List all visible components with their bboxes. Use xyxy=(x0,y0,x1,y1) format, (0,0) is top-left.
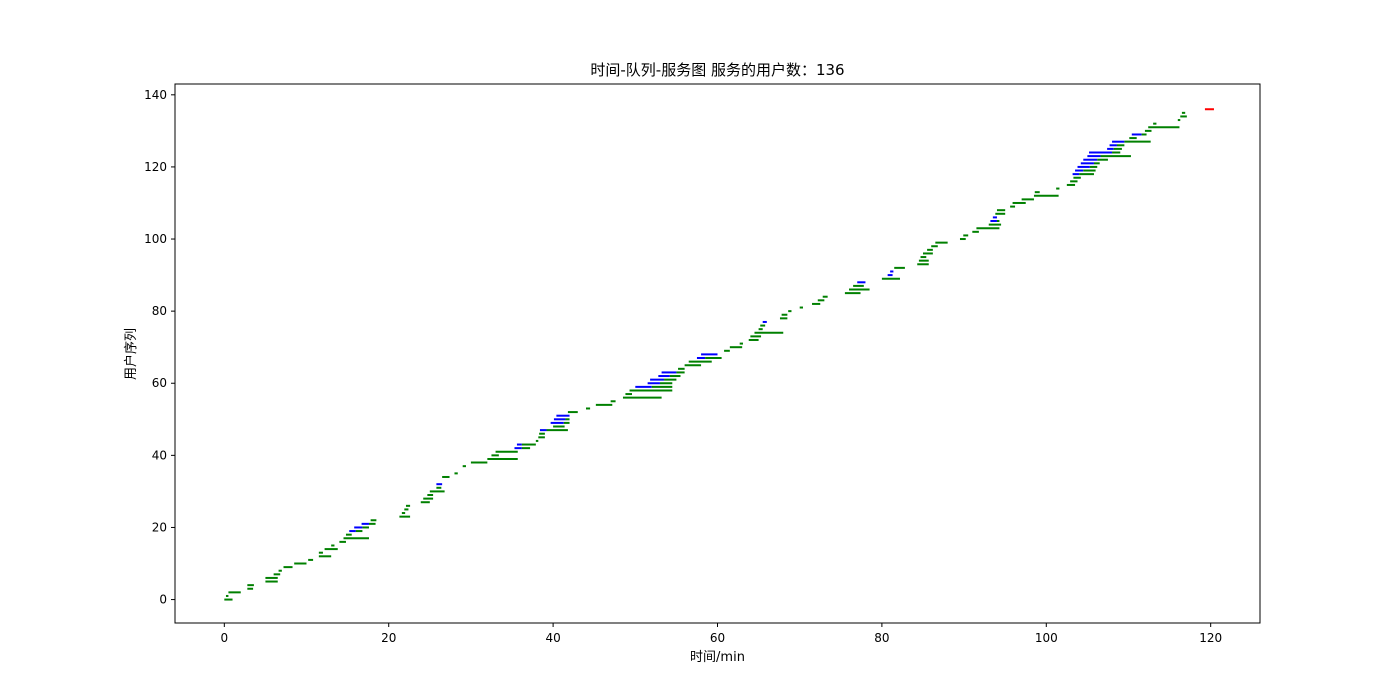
y-tick-label: 0 xyxy=(159,593,167,607)
x-tick-label: 120 xyxy=(1199,631,1222,645)
y-tick-label: 120 xyxy=(144,160,167,174)
x-tick-label: 80 xyxy=(874,631,889,645)
x-axis: 0 20 40 60 80 100 120 xyxy=(220,623,1222,645)
y-tick-label: 80 xyxy=(152,304,167,318)
y-axis-label: 用户序列 xyxy=(123,328,139,380)
x-tick-label: 60 xyxy=(710,631,725,645)
y-tick-label: 140 xyxy=(144,88,167,102)
x-tick-label: 20 xyxy=(381,631,396,645)
y-tick-label: 100 xyxy=(144,232,167,246)
data-segments xyxy=(224,108,1214,601)
y-tick-label: 20 xyxy=(152,520,167,534)
y-axis: 0 20 40 60 80 100 120 140 xyxy=(144,88,175,607)
y-tick-label: 60 xyxy=(152,376,167,390)
x-tick-label: 100 xyxy=(1035,631,1058,645)
x-tick-label: 40 xyxy=(545,631,560,645)
chart-title: 时间-队列-服务图 服务的用户数：136 xyxy=(590,61,844,79)
x-axis-label: 时间/min xyxy=(690,650,745,665)
y-tick-label: 40 xyxy=(152,448,167,462)
x-tick-label: 0 xyxy=(220,631,228,645)
